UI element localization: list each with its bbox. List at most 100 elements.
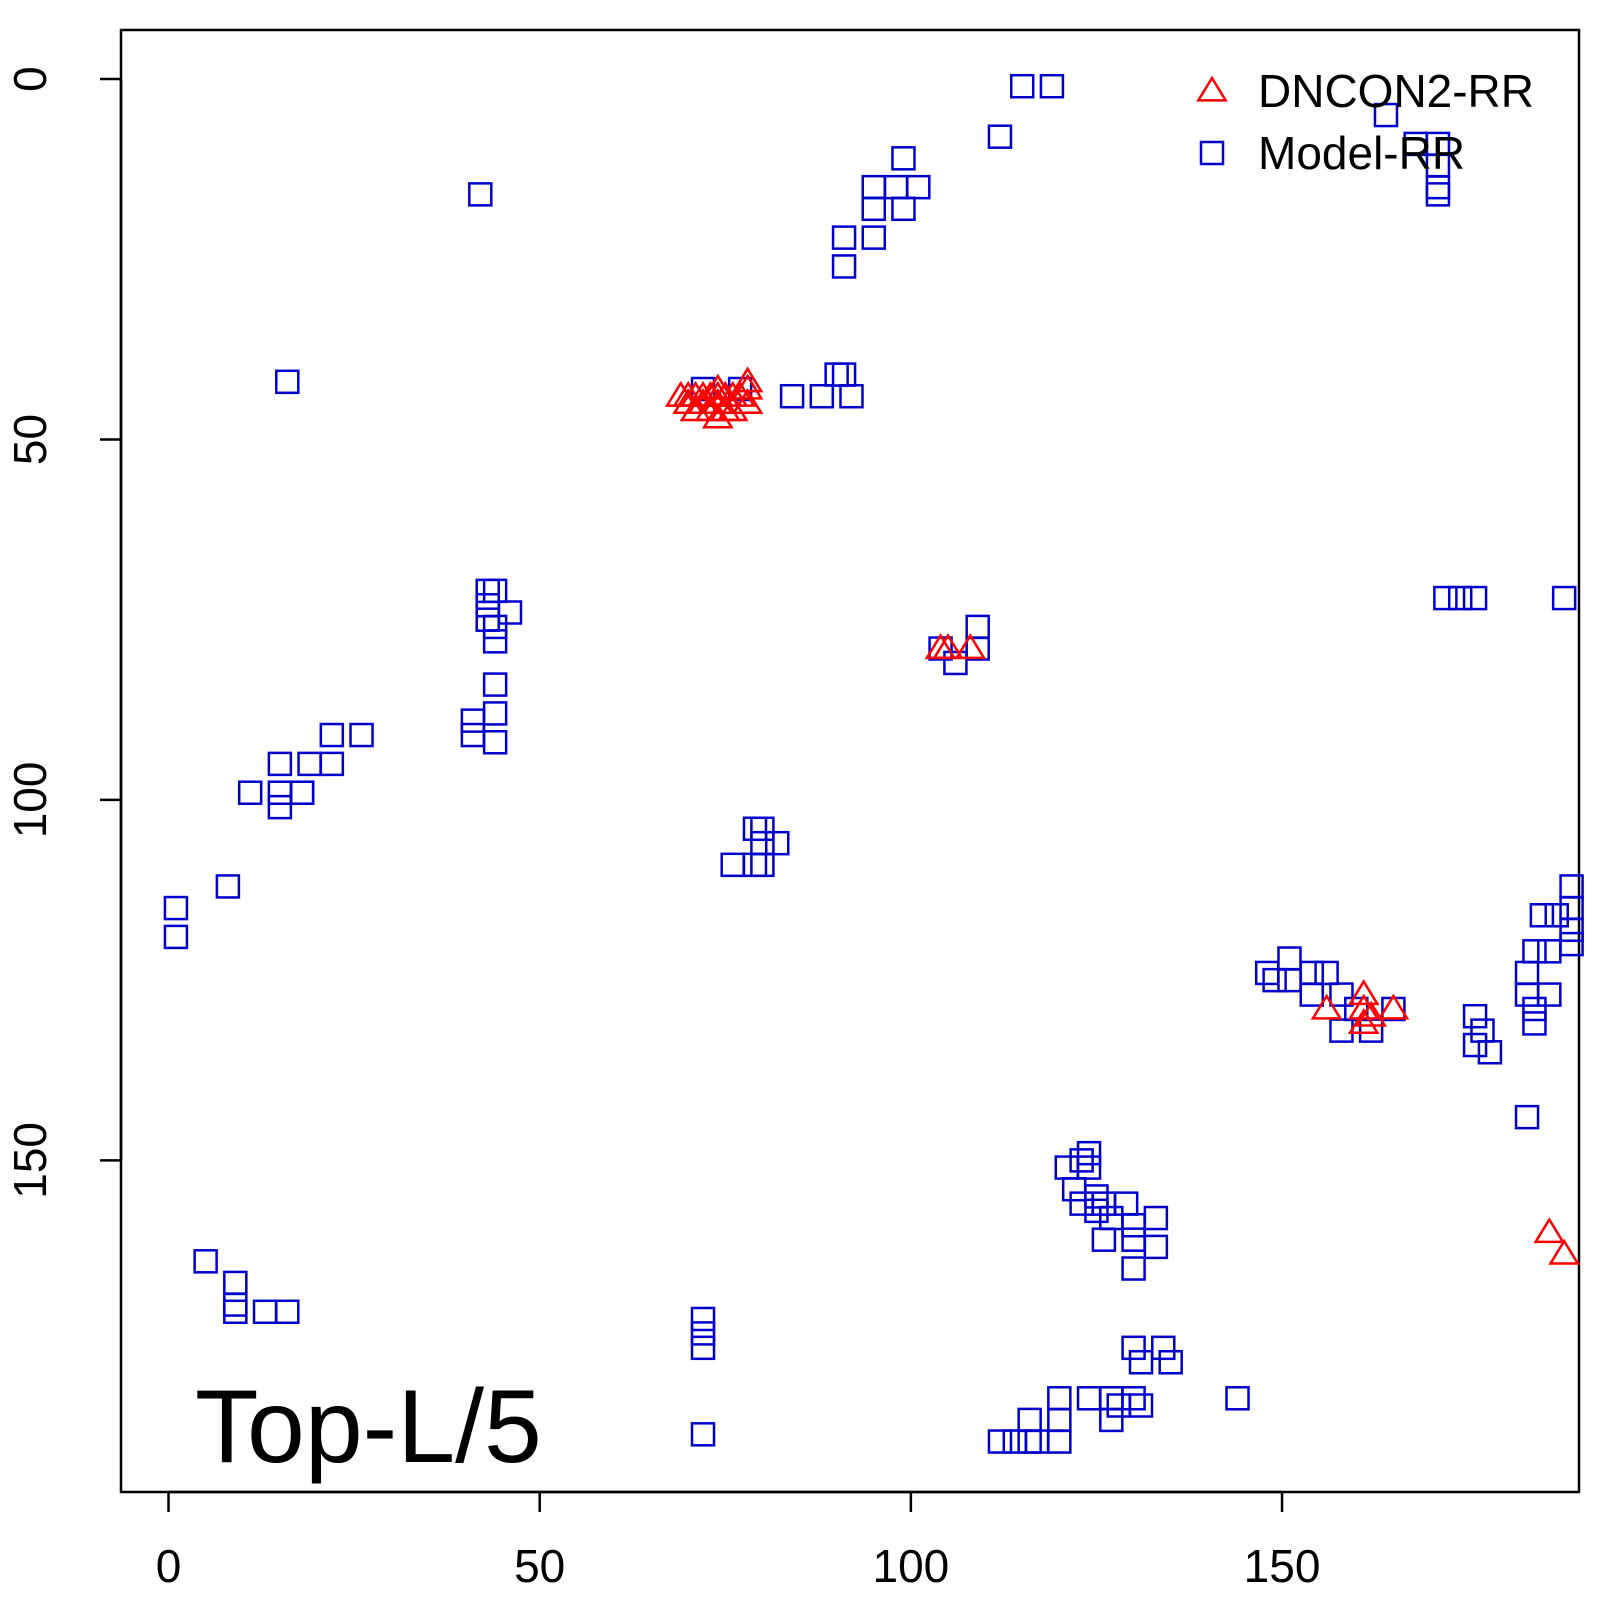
model-rr-point xyxy=(1433,585,1458,611)
model-rr-point xyxy=(1225,1386,1250,1411)
model-rr-point xyxy=(861,196,887,222)
model-rr-point xyxy=(1069,1148,1094,1173)
model-rr-point xyxy=(1047,1407,1072,1433)
model-rr-point xyxy=(482,730,508,755)
model-rr-point xyxy=(252,1299,278,1325)
model-rr-point xyxy=(1559,917,1584,942)
model-rr-point xyxy=(289,780,315,805)
model-rr-point xyxy=(497,600,523,625)
model-rr-point xyxy=(1047,1429,1072,1454)
x-tick-label: 0 xyxy=(156,1540,182,1592)
model-rr-point xyxy=(460,708,486,733)
model-rr-point xyxy=(319,722,345,748)
model-rr-point xyxy=(1091,1191,1117,1216)
model-rr-point xyxy=(824,362,849,387)
model-rr-point xyxy=(237,780,263,805)
model-rr-point xyxy=(1151,1335,1176,1361)
x-tick-label: 50 xyxy=(514,1540,565,1592)
legend-label: DNCON2-RR xyxy=(1258,65,1534,117)
model-rr-point xyxy=(1076,1386,1102,1411)
dncon2-rr-point xyxy=(731,373,764,400)
model-rr-point xyxy=(1537,982,1562,1007)
legend-label: Model-RR xyxy=(1258,127,1465,179)
dncon2-rr-point xyxy=(1310,993,1343,1020)
model-rr-point xyxy=(1017,1407,1042,1433)
model-rr-point xyxy=(906,174,931,200)
model-rr-point xyxy=(1084,1184,1109,1209)
model-rr-point xyxy=(831,254,857,279)
model-rr-point xyxy=(1113,1191,1139,1216)
dncon2-rr-point xyxy=(1347,993,1380,1020)
model-rr-point xyxy=(1128,1349,1154,1375)
model-rr-point xyxy=(1099,1407,1124,1433)
model-rr-point xyxy=(1128,1393,1154,1418)
model-rr-point xyxy=(779,383,805,409)
model-rr-point xyxy=(1373,102,1399,128)
model-rr-point xyxy=(1425,174,1451,200)
model-rr-point xyxy=(163,924,189,950)
model-rr-point xyxy=(1462,1003,1488,1029)
model-rr-point xyxy=(690,1335,716,1361)
model-rr-point xyxy=(764,830,790,856)
model-rr-point xyxy=(690,1306,716,1332)
dncon2-rr-point xyxy=(1355,1000,1388,1027)
model-rr-point xyxy=(1314,960,1339,986)
legend-square-marker xyxy=(1199,140,1225,166)
model-rr-point xyxy=(223,1292,248,1317)
model-rr-point xyxy=(1143,1205,1169,1231)
model-rr-point xyxy=(1121,1213,1146,1238)
dncon2-rr-point xyxy=(932,633,964,660)
model-rr-point xyxy=(1522,939,1547,964)
dncon2-rr-point xyxy=(1548,1238,1581,1265)
model-rr-point xyxy=(1470,1018,1495,1043)
model-rr-point xyxy=(267,780,293,805)
y-tick-label: 0 xyxy=(4,66,56,92)
model-rr-point xyxy=(1544,903,1569,928)
model-rr-point xyxy=(475,593,500,618)
model-rr-point xyxy=(1551,585,1577,611)
model-rr-point xyxy=(1514,1104,1540,1130)
dncon2-rr-point xyxy=(1347,1008,1380,1035)
model-rr-point xyxy=(297,751,322,777)
model-rr-point xyxy=(1017,1429,1042,1454)
model-rr-point xyxy=(742,816,768,842)
model-rr-point xyxy=(861,225,887,250)
model-rr-point xyxy=(1329,1018,1354,1043)
model-rr-point xyxy=(1054,1155,1080,1180)
model-rr-point xyxy=(987,1429,1013,1454)
model-rr-point xyxy=(1084,1198,1109,1224)
dncon2-rr-point xyxy=(1377,993,1410,1020)
model-rr-point xyxy=(1121,1386,1146,1411)
model-rr-point xyxy=(891,146,916,171)
top-l5-annotation: Top-L/5 xyxy=(195,1369,542,1485)
legend-triangle-marker xyxy=(1196,75,1228,102)
model-rr-point xyxy=(690,1422,716,1447)
model-rr-point xyxy=(750,816,775,842)
model-rr-point xyxy=(1091,1227,1117,1252)
model-rr-point xyxy=(349,722,374,748)
dncon2-rr-points xyxy=(664,366,1581,1265)
model-rr-point xyxy=(1121,1227,1146,1252)
model-rr-point xyxy=(1076,1140,1102,1166)
model-rr-point xyxy=(275,1299,300,1325)
model-rr-point xyxy=(1076,1155,1102,1180)
model-rr-point xyxy=(1514,960,1540,986)
model-rr-point xyxy=(965,636,990,661)
dncon2-rr-point xyxy=(1347,979,1380,1006)
model-rr-point xyxy=(1477,1039,1503,1065)
dncon2-rr-point xyxy=(709,395,742,422)
model-rr-point xyxy=(1358,1018,1384,1043)
model-rr-point xyxy=(267,794,293,820)
model-rr-point xyxy=(1537,939,1562,964)
model-rr-point xyxy=(943,650,968,676)
model-rr-point xyxy=(482,614,508,640)
model-rr-point xyxy=(1061,1176,1087,1202)
dncon2-rr-point xyxy=(1533,1217,1566,1244)
y-tick-label: 50 xyxy=(4,414,56,465)
model-rr-point xyxy=(1462,1032,1488,1058)
x-tick-label: 150 xyxy=(1244,1540,1321,1592)
model-rr-point xyxy=(468,182,493,207)
legend: DNCON2-RR Model-RR xyxy=(1196,65,1534,179)
model-rr-point xyxy=(1299,960,1324,986)
